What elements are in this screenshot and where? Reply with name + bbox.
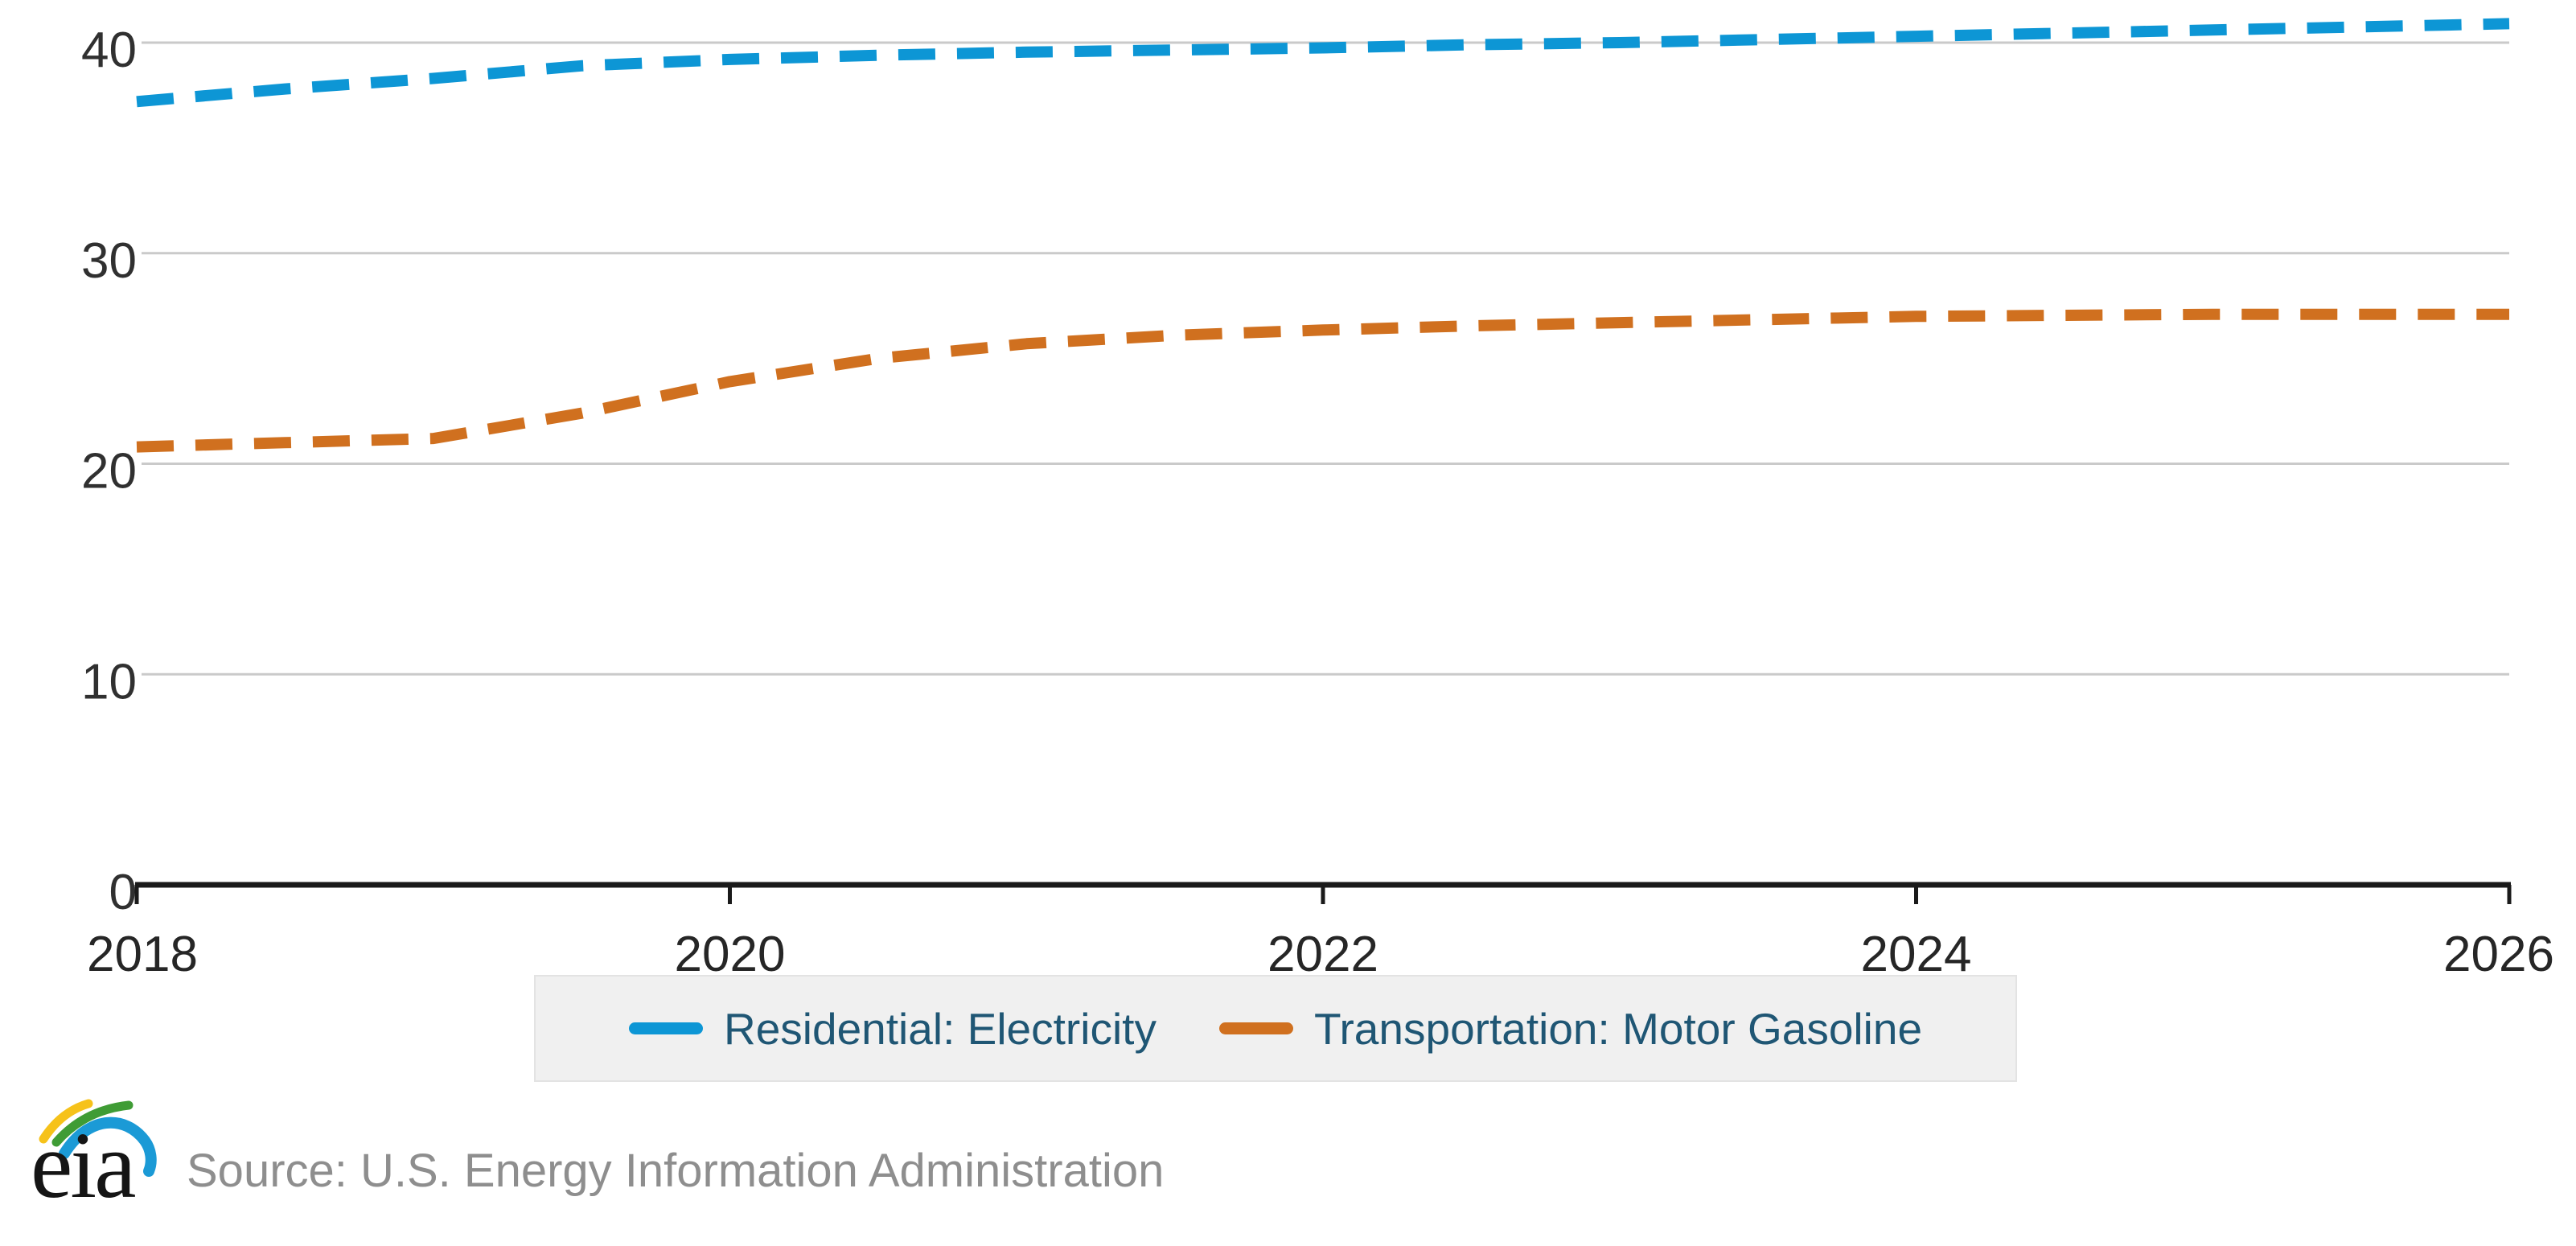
legend-swatch-residential-electricity [628,1022,703,1034]
eia-logo-yellow-swoosh [39,1099,93,1144]
y-tick-label-0: 0 [109,865,137,920]
legend-swatch-transportation-motor-gasoline [1218,1022,1293,1034]
legend: Residential: Electricity Transportation:… [534,975,2017,1082]
y-tick-label-40: 40 [81,23,137,78]
y-tick-label-10: 10 [81,654,137,709]
x-tick-label-2022: 2022 [1267,927,1378,982]
eia-logo-text: eia [31,1112,135,1205]
y-tick-label-30: 30 [81,233,137,289]
series-line-residential-electricity [136,18,2510,108]
eia-logo-blue-swoosh [59,1116,157,1177]
x-tick-label-2018: 2018 [87,927,198,982]
eia-logo-green-swoosh [51,1100,134,1147]
legend-label-residential-electricity: Residential: Electricity [723,1003,1157,1054]
source-attribution: Source: U.S. Energy Information Administ… [187,1145,1165,1197]
legend-label-transportation-motor-gasoline: Transportation: Motor Gasoline [1313,1003,1923,1054]
x-tick-label-2024: 2024 [1861,927,1972,982]
legend-item-residential-electricity[interactable]: Residential: Electricity [628,1003,1157,1055]
series-line-transportation-motor-gasoline [136,308,2509,453]
x-tick-label-2026: 2026 [2443,927,2554,982]
legend-item-transportation-motor-gasoline[interactable]: Transportation: Motor Gasoline [1218,1003,1923,1055]
y-tick-label-20: 20 [81,444,137,500]
eia-logo: eia [31,1099,157,1205]
x-tick-label-2020: 2020 [675,927,786,982]
